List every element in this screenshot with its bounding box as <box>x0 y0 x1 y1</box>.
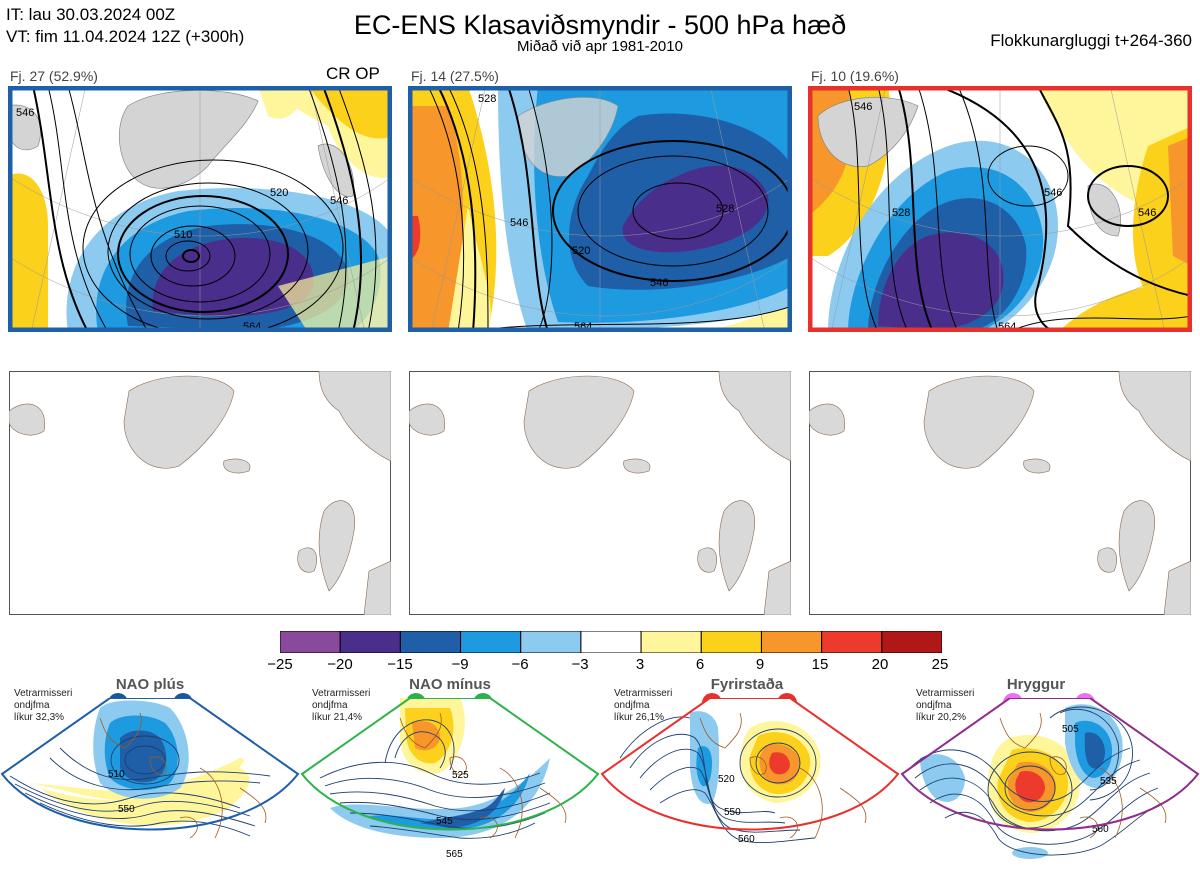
colorbar-tick-label: −15 <box>387 656 413 673</box>
regime-2-probability: líkur 21,4% <box>312 712 363 723</box>
regime-4-contour-label: 535 <box>1100 776 1117 787</box>
regime-4-name: Hryggur <box>1006 676 1066 693</box>
regime-1-name: NAO plús <box>115 676 185 693</box>
regime-3-name: Fyrirstaða <box>710 676 784 693</box>
colorbar-cell <box>520 630 582 654</box>
colorbar <box>279 630 943 654</box>
regime-2-contour-label: 565 <box>446 849 463 860</box>
colorbar-tick-label: 9 <box>755 656 765 673</box>
colorbar-cell <box>399 630 462 654</box>
regime-1-season: Vetrarmisseri <box>14 688 73 699</box>
regime-4-season: Vetrarmisseri <box>916 688 975 699</box>
regime-4-contour-label: 505 <box>1062 724 1079 735</box>
valid-time: VT: fim 11.04.2024 12Z (+300h) <box>6 27 245 46</box>
colorbar-cell <box>279 630 341 654</box>
page-subtitle: Miðað við apr 1981-2010 <box>517 38 683 55</box>
colorbar-tick-label: −9 <box>451 656 469 673</box>
cluster-map-3: 546 528 546 546 564 <box>808 86 1192 332</box>
panel-1-label: Fj. 27 (52.9%) <box>10 68 98 84</box>
regime-3-contour-label: 520 <box>718 774 735 785</box>
colorbar-cell <box>339 630 401 654</box>
panel-1-contour-label: 520 <box>270 187 288 199</box>
regime-4-info: Vetrarmisseri ondjfma líkur 20,2% <box>916 688 974 724</box>
colorbar-tick-label: −25 <box>267 656 293 673</box>
regime-2-info: Vetrarmisseri ondjfma líkur 21,4% <box>312 688 370 724</box>
colorbar-cell <box>881 630 943 654</box>
regime-4-probability: líkur 20,2% <box>916 712 967 723</box>
regime-1-contour-label: 550 <box>118 804 135 815</box>
panel-2-contour-label: 520 <box>572 245 590 257</box>
panel-2-label: Fj. 14 (27.5%) <box>411 68 499 84</box>
regime-2-season: Vetrarmisseri <box>312 688 371 699</box>
regime-2-name: NAO mínus <box>409 676 491 693</box>
panel-2-contour-label: 546 <box>650 277 668 289</box>
colorbar-tick-label: 15 <box>811 656 829 673</box>
panel-3-contour-label: 564 <box>998 321 1016 332</box>
base-map-3 <box>809 371 1191 615</box>
panel-1-contour-label: 510 <box>174 229 192 241</box>
regime-4-months: ondjfma <box>916 700 952 711</box>
colorbar-cell <box>460 630 522 654</box>
panel-2-contour-label: 528 <box>716 203 734 215</box>
regime-2-months: ondjfma <box>312 700 348 711</box>
regime-4-map: 505 535 560 <box>900 697 1200 870</box>
panel-3-contour-label: 528 <box>892 207 910 219</box>
regime-1-months: ondjfma <box>14 700 50 711</box>
colorbar-tick-label: 20 <box>871 656 889 673</box>
regime-3-contour-label: 550 <box>724 807 741 818</box>
panel-1-contour-label: 564 <box>243 321 261 332</box>
regime-1-info: Vetrarmisseri ondjfma líkur 32,3% <box>14 688 72 724</box>
regime-3-contour-label: 560 <box>738 834 755 845</box>
colorbar-tick-label: 25 <box>931 656 949 673</box>
base-map-2 <box>409 371 791 615</box>
regime-3-months: ondjfma <box>614 700 650 711</box>
panel-2-contour-label: 546 <box>510 217 528 229</box>
panel-1-contour-label: 546 <box>16 107 34 119</box>
colorbar-tick-label: 6 <box>695 656 705 673</box>
panel-3-contour-label: 546 <box>1044 187 1062 199</box>
panel-2-contour-label: 564 <box>574 321 592 332</box>
colorbar-cell <box>700 630 762 654</box>
cluster-map-2: 528 546 520 528 546 564 <box>408 86 792 332</box>
regime-3-info: Vetrarmisseri ondjfma líkur 26,1% <box>614 688 672 724</box>
regime-3-map: 520 550 560 <box>600 697 900 870</box>
regime-3-season: Vetrarmisseri <box>614 688 673 699</box>
panel-2-contour-label: 528 <box>478 93 496 105</box>
regime-2-contour-label: 545 <box>436 816 453 827</box>
regime-4-contour-label: 560 <box>1092 824 1109 835</box>
classification-window: Flokkunargluggi t+264-360 <box>990 31 1192 50</box>
colorbar-cell <box>640 630 702 654</box>
panel-3-contour-label: 546 <box>1138 207 1156 219</box>
regime-1-contour-label: 510 <box>108 769 125 780</box>
panel-3-contour-label: 546 <box>854 101 872 113</box>
regime-2-map: 525 545 565 <box>300 697 600 870</box>
regime-2-contour-label: 525 <box>452 770 469 781</box>
colorbar-tick-label: −3 <box>571 656 589 673</box>
colorbar-cell <box>580 630 642 654</box>
regime-3-probability: líkur 26,1% <box>614 712 665 723</box>
regime-1-probability: líkur 32,3% <box>14 712 65 723</box>
base-map-1 <box>9 371 391 615</box>
colorbar-cell <box>821 630 883 654</box>
panel-1-contour-label: 546 <box>330 195 348 207</box>
regime-1-map: 510 550 <box>0 697 300 870</box>
page-title: EC-ENS Klasaviðsmyndir - 500 hPa hæð <box>353 10 847 40</box>
colorbar-tick-label: −20 <box>327 656 353 673</box>
init-time: IT: lau 30.03.2024 00Z <box>6 5 176 24</box>
panel-3-label: Fj. 10 (19.6%) <box>811 68 899 84</box>
colorbar-tick-label: 3 <box>635 656 645 673</box>
header-dates: IT: lau 30.03.2024 00Z VT: fim 11.04.202… <box>6 4 244 48</box>
cluster-map-1: 546 520 510 546 564 <box>8 86 392 332</box>
colorbar-tick-label: −6 <box>511 656 529 673</box>
panel-1-tag: CR OP <box>326 64 380 83</box>
colorbar-cell <box>760 630 823 654</box>
